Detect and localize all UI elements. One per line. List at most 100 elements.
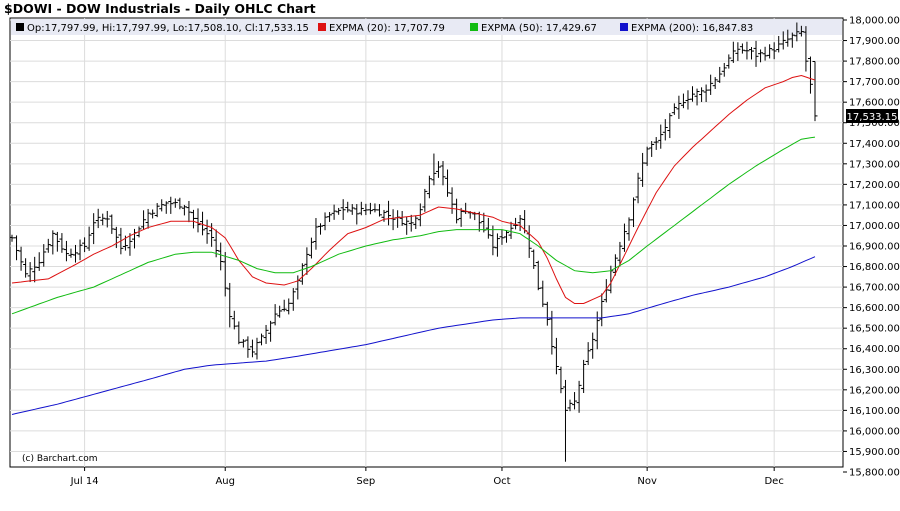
x-tick-label: Dec (764, 476, 783, 487)
ohlc-bar (259, 333, 265, 346)
ohlc-bar (386, 200, 392, 226)
ohlc-bar (204, 219, 210, 244)
legend-band (11, 19, 842, 35)
ohlc-bar (771, 42, 777, 60)
ohlc-bar (612, 254, 618, 276)
ohlc-bar (730, 41, 736, 63)
plot-area (9, 17, 844, 468)
ohlc-bar (567, 399, 573, 412)
x-tick-label: Jul 14 (70, 476, 99, 487)
ohlc-bar (553, 337, 559, 375)
ohlc-bar (227, 282, 233, 328)
ohlc-bar (150, 209, 156, 219)
x-axis: Jul 14 Aug Sep Oct Nov Dec (70, 467, 784, 487)
ema200-legend-marker (620, 23, 628, 31)
ohlc-bar (712, 77, 718, 89)
ohlc-bar (726, 54, 732, 69)
ohlc-bar (245, 336, 251, 358)
y-tick-label: 17,300.00 (849, 159, 900, 170)
ohlc-bar (27, 262, 33, 283)
ohlc-bar (263, 324, 269, 344)
ohlc-bar (168, 196, 174, 214)
ohlc-bar (499, 229, 505, 245)
ohlc-bar (517, 214, 523, 231)
y-tick-label: 17,400.00 (849, 139, 900, 150)
ohlc-bar (277, 305, 283, 318)
ohlc-bar (581, 359, 587, 393)
last-price-box (846, 109, 898, 123)
ohlc-bar (249, 339, 255, 358)
ohlc-bar (413, 215, 419, 230)
ohlc-bar (399, 210, 405, 226)
ohlc-bar (508, 221, 514, 239)
ohlc-bar (127, 233, 133, 256)
last-price-label: 17,533.15 (847, 112, 898, 123)
ohlc-bar (653, 137, 659, 150)
ohlc-bar (422, 188, 428, 212)
ohlc-bar (671, 103, 677, 115)
ohlc-bar (431, 153, 437, 186)
ohlc-bar (780, 31, 786, 50)
ohlc-bar (585, 342, 591, 366)
y-tick-label: 17,600.00 (849, 98, 900, 109)
ema200-legend-label: EXPMA (200): 16,847.83 (631, 23, 753, 34)
ohlc-bar (54, 231, 60, 252)
ohlc-bar (100, 213, 106, 226)
ohlc-bar (18, 246, 24, 271)
ohlc-bar (349, 204, 355, 215)
x-tick-label: Nov (637, 476, 657, 487)
ohlc-bar (181, 204, 187, 216)
grid-lines (10, 18, 843, 467)
ohlc-bar (644, 146, 650, 166)
ohlc-bar (504, 230, 510, 243)
ohlc-bar (86, 226, 92, 251)
ohlc-bar (222, 252, 228, 297)
ohlc-bar (735, 42, 741, 61)
ohlc-bar (576, 380, 582, 413)
ohlc-bar (41, 244, 47, 267)
ema50-legend-marker (470, 23, 478, 31)
ohlc-bar (590, 332, 596, 359)
ohlc-bar (798, 25, 804, 37)
y-tick-label: 16,400.00 (849, 344, 900, 355)
ohlc-bar (145, 208, 151, 229)
ohlc-bar (440, 161, 446, 186)
y-tick-label: 16,100.00 (849, 406, 900, 417)
ema20-line (11, 74, 816, 304)
ohlc-bar (562, 379, 568, 462)
ohlc-bar (812, 61, 818, 122)
ohlc-bar (599, 293, 605, 327)
ohlc-bar (658, 124, 664, 149)
ohlc-bar (426, 175, 432, 199)
ohlc-bar (485, 217, 491, 239)
ohlc-bar (317, 223, 323, 235)
ohlc-bar (803, 26, 809, 72)
ohlc-legend-marker (16, 23, 24, 31)
ohlc-bar (163, 201, 169, 214)
y-tick-label: 17,100.00 (849, 200, 900, 211)
ohlc-bar (376, 204, 382, 217)
ohlc-bar (281, 299, 287, 312)
ohlc-bar (676, 95, 682, 119)
ohlc-bar (367, 202, 373, 215)
ohlc-bar (172, 198, 178, 208)
ohlc-bar (45, 238, 51, 253)
ohlc-bar (195, 208, 201, 233)
ohlc-bar (621, 223, 627, 252)
y-tick-label: 16,600.00 (849, 303, 900, 314)
ohlc-bar (272, 304, 278, 326)
ohlc-bar (345, 201, 351, 213)
y-tick-label: 16,500.00 (849, 324, 900, 335)
ohlc-bar (739, 43, 745, 54)
ohlc-bar (154, 203, 160, 218)
ohlc-bar (662, 119, 668, 141)
ohlc-bar (14, 235, 20, 261)
ohlc-bar (807, 56, 813, 94)
ohlc-bar (513, 217, 519, 230)
ohlc-bar (789, 32, 795, 48)
ema50-line (11, 136, 816, 315)
y-tick-label: 17,700.00 (849, 77, 900, 88)
ohlc-bar (95, 208, 101, 229)
ohlc-bar (767, 44, 773, 59)
